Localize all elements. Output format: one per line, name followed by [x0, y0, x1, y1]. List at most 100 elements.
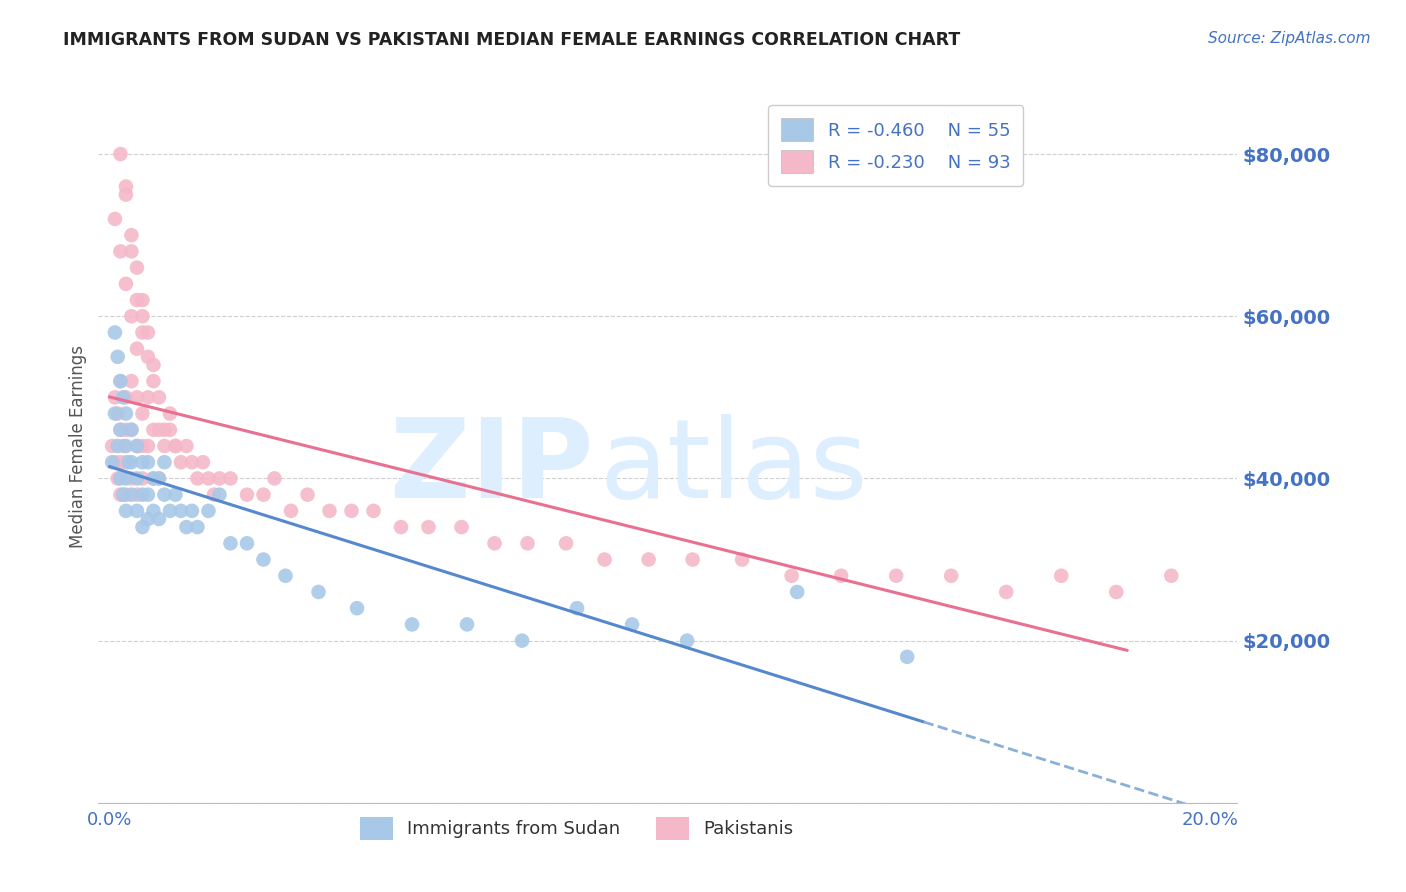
Point [731, 552, 754, 566]
Point [555, 536, 578, 550]
Point [107, 439, 129, 453]
Point [110, 374, 132, 388]
Point [131, 471, 153, 485]
Point [153, 488, 176, 502]
Point [340, 504, 363, 518]
Point [107, 471, 129, 485]
Point [110, 423, 132, 437]
Point [101, 439, 124, 453]
Point [142, 504, 165, 518]
Point [120, 455, 142, 469]
Point [125, 342, 148, 356]
Point [118, 455, 141, 469]
Point [115, 187, 138, 202]
Point [274, 568, 297, 582]
Point [142, 423, 165, 437]
Point [148, 471, 170, 485]
Point [208, 471, 231, 485]
Point [252, 488, 274, 502]
Point [115, 504, 138, 518]
Point [125, 390, 148, 404]
Point [136, 439, 159, 453]
Point [142, 471, 165, 485]
Point [401, 617, 423, 632]
Point [104, 407, 127, 421]
Point [621, 617, 644, 632]
Point [120, 488, 142, 502]
Point [110, 423, 132, 437]
Point [110, 244, 132, 259]
Point [107, 407, 129, 421]
Point [120, 423, 142, 437]
Point [104, 455, 127, 469]
Point [120, 471, 142, 485]
Point [120, 423, 142, 437]
Point [170, 504, 193, 518]
Point [131, 310, 153, 324]
Point [884, 568, 907, 582]
Point [125, 293, 148, 307]
Point [115, 407, 138, 421]
Point [131, 293, 153, 307]
Point [115, 471, 138, 485]
Point [297, 488, 319, 502]
Point [995, 585, 1018, 599]
Point [308, 585, 330, 599]
Point [110, 147, 132, 161]
Point [165, 488, 187, 502]
Point [280, 504, 302, 518]
Point [115, 423, 138, 437]
Point [176, 520, 198, 534]
Point [186, 471, 208, 485]
Point [125, 439, 148, 453]
Point [107, 350, 129, 364]
Point [120, 374, 142, 388]
Point [153, 455, 176, 469]
Point [165, 439, 187, 453]
Point [159, 423, 181, 437]
Point [484, 536, 506, 550]
Point [780, 568, 803, 582]
Point [197, 471, 219, 485]
Point [142, 374, 165, 388]
Point [110, 374, 132, 388]
Point [115, 390, 138, 404]
Point [101, 455, 124, 469]
Point [389, 520, 412, 534]
Point [510, 633, 533, 648]
Point [136, 488, 159, 502]
Point [202, 488, 225, 502]
Point [236, 488, 259, 502]
Point [136, 512, 159, 526]
Point [1160, 568, 1182, 582]
Point [219, 471, 242, 485]
Point [263, 471, 285, 485]
Point [125, 504, 148, 518]
Point [941, 568, 963, 582]
Point [120, 244, 142, 259]
Point [637, 552, 659, 566]
Point [136, 326, 159, 340]
Point [450, 520, 472, 534]
Point [148, 471, 170, 485]
Point [112, 390, 135, 404]
Point [104, 390, 127, 404]
Point [148, 423, 170, 437]
Point [112, 488, 135, 502]
Point [115, 277, 138, 291]
Point [110, 471, 132, 485]
Point [115, 439, 138, 453]
Point [142, 358, 165, 372]
Point [153, 423, 176, 437]
Point [186, 520, 208, 534]
Point [131, 326, 153, 340]
Text: ZIP: ZIP [391, 414, 593, 521]
Point [159, 407, 181, 421]
Point [170, 455, 193, 469]
Point [120, 310, 142, 324]
Point [676, 633, 699, 648]
Point [131, 455, 153, 469]
Point [136, 390, 159, 404]
Text: atlas: atlas [599, 414, 868, 521]
Text: Source: ZipAtlas.com: Source: ZipAtlas.com [1208, 31, 1371, 46]
